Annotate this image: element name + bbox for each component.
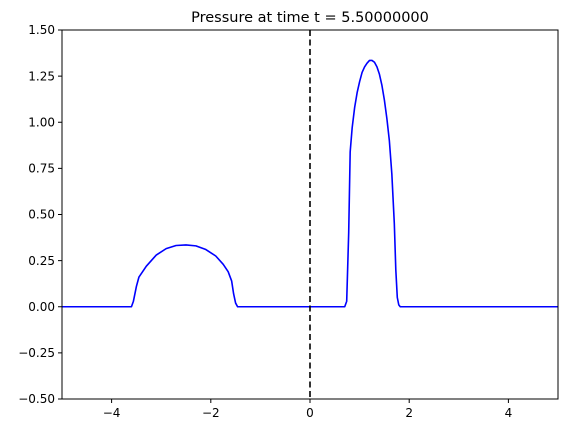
plot-frame xyxy=(61,29,559,400)
chart-title: Pressure at time t = 5.50000000 xyxy=(191,10,429,26)
y-tick-label: 0.50 xyxy=(28,208,55,222)
y-tick-label: −0.25 xyxy=(18,346,55,360)
y-tick-label: −0.50 xyxy=(18,392,55,406)
x-tick-label: 2 xyxy=(405,406,413,420)
y-tick-label: 1.50 xyxy=(28,23,55,37)
y-tick-label: 0.00 xyxy=(28,300,55,314)
x-tick-label: 0 xyxy=(306,406,314,420)
x-axis: −4 −2 0 2 4 xyxy=(103,399,512,420)
y-tick-label: 1.00 xyxy=(28,115,55,129)
x-tick-label: −2 xyxy=(202,406,220,420)
y-tick-label: 0.25 xyxy=(28,254,55,268)
y-tick-label: 1.25 xyxy=(28,69,55,83)
series-line-0 xyxy=(62,59,558,308)
x-tick-label: 4 xyxy=(505,406,513,420)
y-tick-label: 0.75 xyxy=(28,162,55,176)
plot-area xyxy=(62,30,558,399)
y-axis: −0.50 −0.25 0.00 0.25 0.50 0.75 1.00 1.25 1.50 xyxy=(18,23,62,406)
x-tick-label: −4 xyxy=(103,406,121,420)
